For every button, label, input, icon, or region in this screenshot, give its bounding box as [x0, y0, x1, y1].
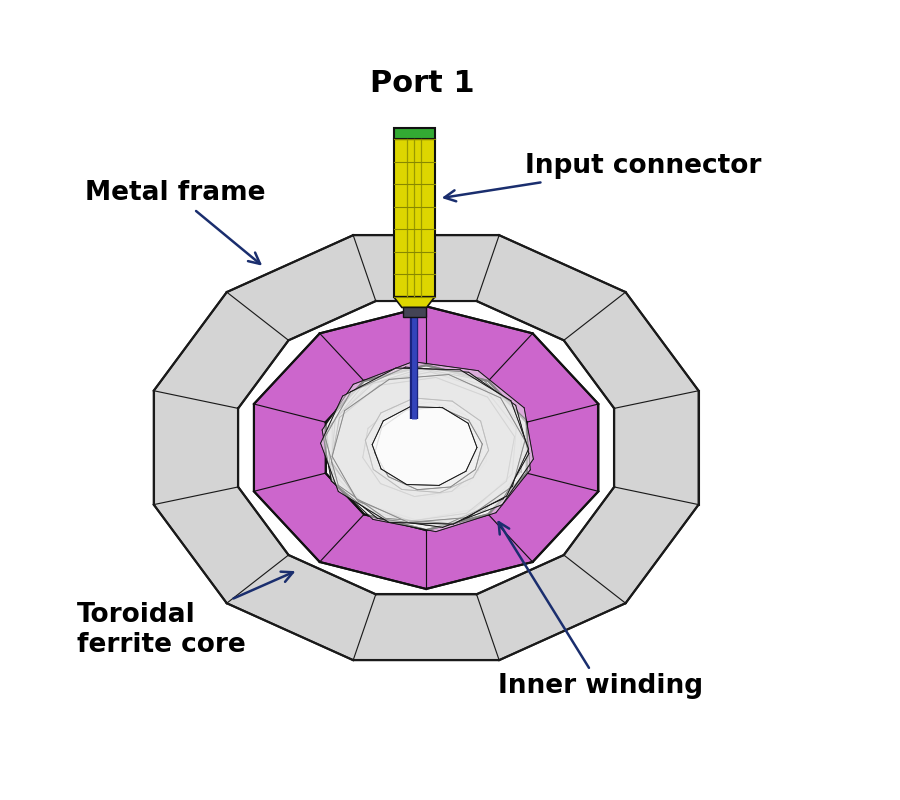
Text: Metal frame: Metal frame [85, 181, 266, 264]
Text: Inner winding: Inner winding [498, 522, 703, 699]
Polygon shape [325, 367, 529, 523]
Polygon shape [366, 400, 481, 492]
Polygon shape [365, 398, 489, 493]
Text: Input connector: Input connector [445, 154, 761, 202]
Polygon shape [363, 402, 483, 497]
Polygon shape [331, 378, 515, 521]
Polygon shape [320, 368, 528, 524]
Polygon shape [254, 306, 598, 589]
Polygon shape [326, 366, 526, 530]
Polygon shape [154, 235, 698, 660]
Polygon shape [332, 370, 520, 525]
Polygon shape [374, 407, 482, 490]
Polygon shape [372, 403, 481, 492]
Polygon shape [373, 402, 482, 487]
Text: Toroidal
ferrite core: Toroidal ferrite core [76, 572, 293, 658]
Bar [403, 307, 426, 318]
Bar [393, 128, 435, 139]
Polygon shape [371, 404, 486, 497]
Polygon shape [238, 301, 614, 594]
Polygon shape [373, 406, 477, 486]
Bar [393, 139, 435, 297]
Polygon shape [393, 297, 435, 307]
Polygon shape [322, 362, 534, 527]
Polygon shape [327, 369, 530, 532]
Text: Port 1: Port 1 [370, 69, 474, 98]
Polygon shape [332, 374, 525, 522]
Polygon shape [331, 372, 517, 520]
